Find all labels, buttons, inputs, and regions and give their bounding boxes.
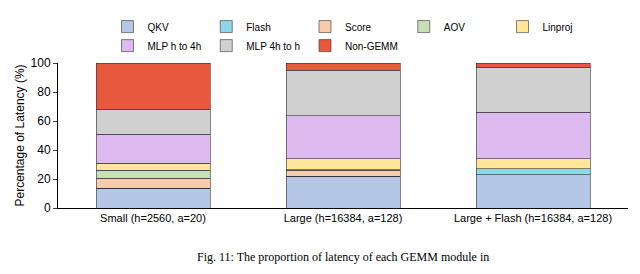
svg-text:20: 20	[37, 172, 51, 186]
svg-text:Linproj: Linproj	[543, 22, 573, 33]
svg-text:60: 60	[37, 114, 51, 128]
svg-text:QKV: QKV	[148, 22, 169, 33]
svg-text:Percentage of Latency (%): Percentage of Latency (%)	[13, 64, 27, 206]
svg-text:Small (h=2560, a=20): Small (h=2560, a=20)	[100, 212, 206, 224]
svg-text:80: 80	[37, 85, 51, 99]
svg-text:MLP 4h to h: MLP 4h to h	[246, 41, 300, 52]
svg-text:40: 40	[37, 143, 51, 157]
svg-text:Non-GEMM: Non-GEMM	[345, 41, 398, 52]
svg-text:Flash: Flash	[246, 22, 270, 33]
svg-text:100: 100	[31, 56, 51, 70]
svg-text:Score: Score	[345, 22, 372, 33]
svg-text:Fig. 11: The proportion of lat: Fig. 11: The proportion of latency of ea…	[197, 250, 489, 264]
svg-text:Large (h=16384, a=128): Large (h=16384, a=128)	[284, 212, 403, 224]
svg-text:Large + Flash (h=16384, a=128): Large + Flash (h=16384, a=128)	[454, 212, 612, 224]
svg-text:MLP h to 4h: MLP h to 4h	[148, 41, 202, 52]
svg-text:AOV: AOV	[444, 22, 465, 33]
svg-text:0: 0	[44, 201, 51, 215]
